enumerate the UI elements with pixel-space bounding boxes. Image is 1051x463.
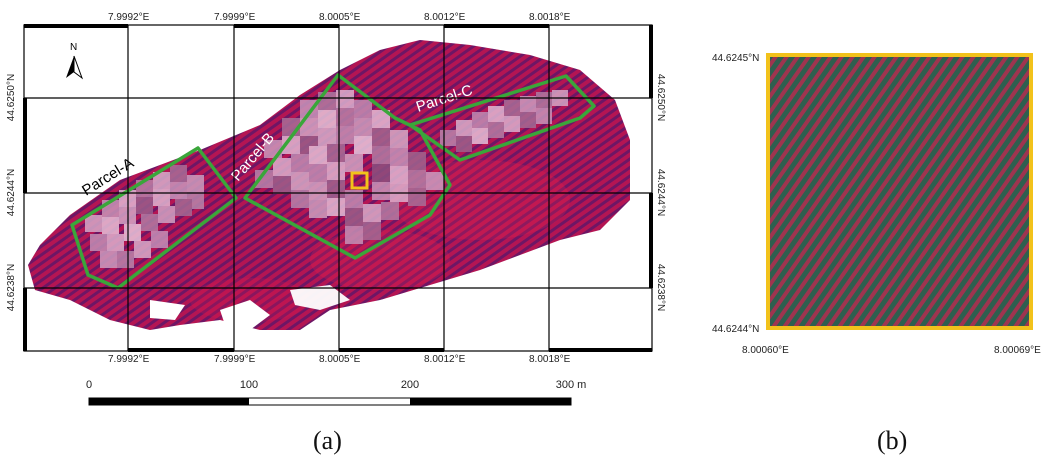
parcel-a-outline [70, 146, 238, 290]
bottom-lon-label-1: 7.9992°E [108, 354, 150, 365]
scale-bar [88, 397, 572, 406]
caption-a: (a) [313, 426, 342, 455]
top-lon-label-1: 7.9992°E [108, 12, 150, 23]
top-lon-label-5: 8.0018°E [529, 12, 571, 23]
bottom-lon-label-2: 7.9999°E [214, 354, 256, 365]
right-lat-label-2: 44.6244°N [655, 168, 667, 217]
right-lat-label-1: 44.6250°N [655, 73, 667, 122]
left-lat-label-1: 44.6250°N [6, 73, 18, 122]
scale-tick-300: 300 m [556, 379, 587, 391]
parcel-a-pixels [85, 165, 204, 268]
parcel-c-pixels [440, 90, 568, 152]
scale-tick-0: 0 [86, 379, 92, 391]
parcel-c-outline [408, 74, 596, 162]
panel-b-lat-top: 44.6245°N [712, 53, 760, 64]
parcel-outlines [70, 73, 596, 290]
parcel-b-outline [243, 73, 452, 260]
panel-b-lon-left: 8.00060°E [742, 345, 789, 356]
bottom-lon-label-3: 8.0005°E [319, 354, 361, 365]
left-lat-label-2: 44.6244°N [6, 168, 18, 217]
north-arrow-label: N [70, 42, 77, 53]
scale-tick-100: 100 [240, 379, 258, 391]
right-lat-label-3: 44.6238°N [655, 263, 667, 312]
zoom-image-panel-b [766, 53, 1033, 330]
top-lon-label-4: 8.0012°E [424, 12, 466, 23]
bottom-lon-label-4: 8.0012°E [424, 354, 466, 365]
highlight-box [350, 171, 369, 190]
north-arrow-icon [66, 55, 84, 80]
parcel-b-pixels [255, 90, 444, 244]
coordinate-grid [23, 24, 653, 352]
panel-b-lat-bottom: 44.6244°N [712, 324, 760, 335]
caption-b: (b) [877, 426, 908, 455]
top-lon-label-3: 8.0005°E [319, 12, 361, 23]
scale-tick-200: 200 [401, 379, 419, 391]
bottom-lon-label-5: 8.0018°E [529, 354, 571, 365]
frame-ticks [23, 24, 653, 352]
panel-b-lon-right: 8.00069°E [994, 345, 1041, 356]
left-lat-label-3: 44.6238°N [6, 263, 18, 312]
top-lon-label-2: 7.9999°E [214, 12, 256, 23]
